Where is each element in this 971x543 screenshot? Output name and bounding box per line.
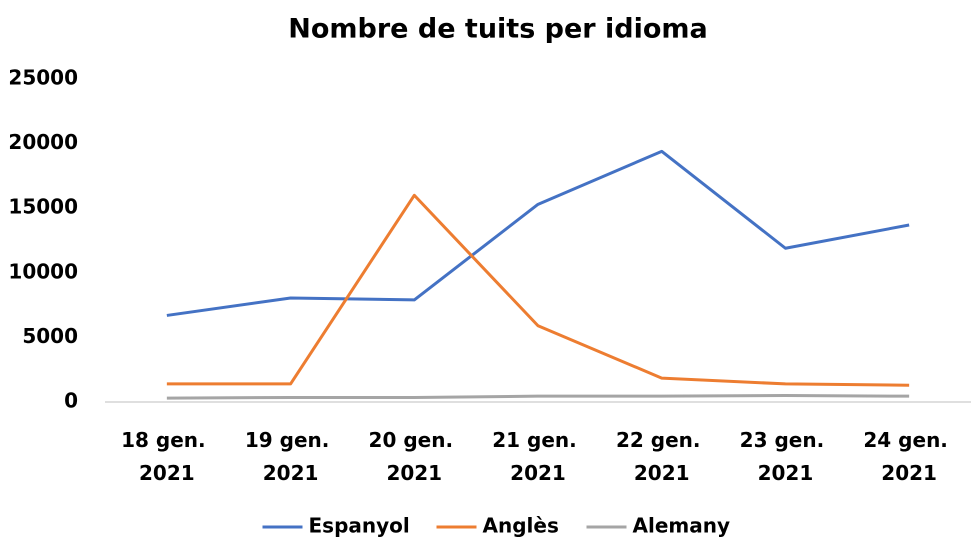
series-line <box>166 193 910 387</box>
x-tick-label-line: 2021 <box>510 461 566 485</box>
series-line <box>166 394 910 400</box>
x-tick-label-line: 21 gen. <box>492 428 583 452</box>
y-tick-label: 15000 <box>8 195 78 219</box>
x-tick-label-line: 22 gen. <box>616 428 707 452</box>
legend-label: Espanyol <box>309 514 410 538</box>
y-tick-label: 10000 <box>8 259 78 283</box>
series-line <box>166 149 910 317</box>
x-tick-label-line: 18 gen. <box>121 428 212 452</box>
x-tick-label-line: 23 gen. <box>740 428 831 452</box>
x-tick-label-line: 19 gen. <box>245 428 336 452</box>
x-tick-label-line: 2021 <box>386 461 442 485</box>
legend-label: Anglès <box>483 514 559 538</box>
x-tick-label-line: 2021 <box>758 461 814 485</box>
y-tick-label: 25000 <box>8 66 78 90</box>
x-tick-label-line: 2021 <box>263 461 319 485</box>
legend-label: Alemany <box>633 514 731 538</box>
x-tick-label: 22 gen. 2021 <box>616 428 707 485</box>
x-tick-label: 18 gen. 2021 <box>121 428 212 485</box>
y-tick-label: 0 <box>64 389 78 413</box>
y-tick-label: 20000 <box>8 130 78 154</box>
x-tick-label-line: 2021 <box>881 461 937 485</box>
x-tick-label-line: 24 gen. <box>863 428 954 452</box>
x-tick-label: 20 gen. 2021 <box>369 428 460 485</box>
y-tick-label: 5000 <box>22 324 78 348</box>
x-tick-label: 21 gen. 2021 <box>492 428 583 485</box>
x-tick-label-line: 2021 <box>634 461 690 485</box>
x-tick-label-line: 2021 <box>139 461 195 485</box>
x-tick-label: 24 gen. 2021 <box>863 428 954 485</box>
x-tick-label: 19 gen. 2021 <box>245 428 336 485</box>
x-tick-label-line: 20 gen. <box>369 428 460 452</box>
chart-title: Nombre de tuits per idioma <box>288 14 708 45</box>
x-tick-label: 23 gen. 2021 <box>740 428 831 485</box>
